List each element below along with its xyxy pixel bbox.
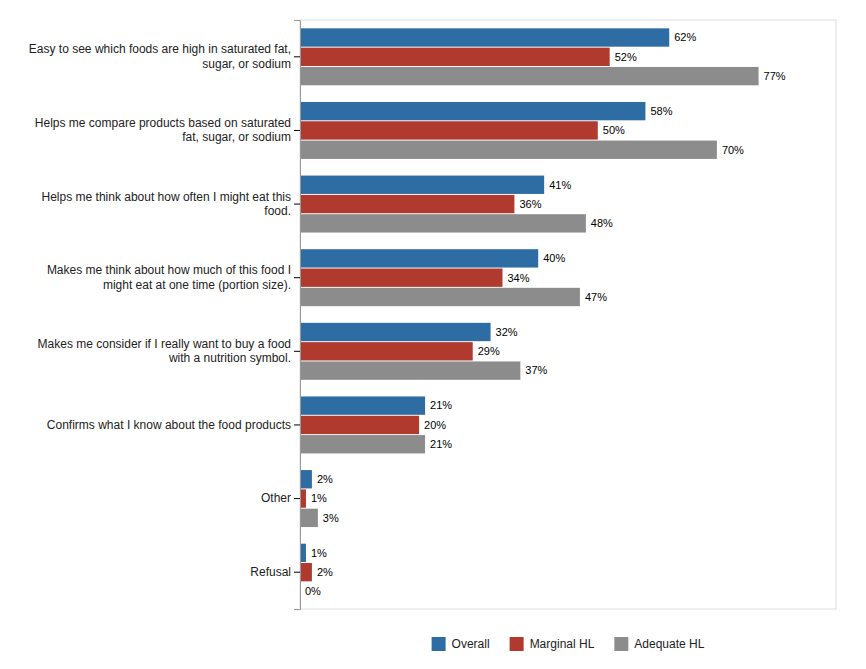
tick-mark	[294, 130, 300, 131]
y-axis: Easy to see which foods are high in satu…	[29, 21, 301, 610]
tick-label-line: Other	[261, 491, 291, 505]
bar	[300, 176, 544, 194]
data-label: 34%	[507, 272, 529, 284]
bar	[300, 269, 502, 287]
plot-frame	[300, 20, 836, 609]
legend-item: Overall	[432, 637, 490, 651]
bar	[300, 288, 580, 306]
tick: Helps me compare products based on satur…	[35, 116, 300, 144]
bar	[300, 102, 645, 120]
tick-label: Helps me compare products based on satur…	[35, 116, 291, 144]
tick-label-line: Helps me compare products based on satur…	[35, 116, 291, 130]
data-label: 3%	[323, 512, 339, 524]
tick-label-line: with a nutrition symbol.	[168, 351, 291, 365]
tick-label: Helps me think about how often I might e…	[42, 190, 291, 218]
tick: Makes me think about how much of this fo…	[47, 263, 300, 291]
bar	[300, 470, 312, 488]
bar	[300, 323, 491, 341]
data-label: 2%	[317, 473, 333, 485]
bar	[300, 435, 425, 453]
data-label: 32%	[496, 326, 518, 338]
data-label: 1%	[311, 547, 327, 559]
tick-mark	[294, 351, 300, 352]
tick-mark	[294, 56, 300, 57]
data-label: 20%	[424, 419, 446, 431]
tick-label: Easy to see which foods are high in satu…	[29, 42, 291, 70]
tick-label-line: Makes me think about how much of this fo…	[47, 263, 291, 277]
legend-label: Marginal HL	[530, 637, 595, 651]
legend-label: Adequate HL	[634, 637, 704, 651]
bar	[300, 67, 759, 85]
tick-label-line: might eat at one time (portion size).	[103, 278, 291, 292]
data-label: 29%	[478, 345, 500, 357]
bar	[300, 28, 669, 46]
tick-label-line: Makes me consider if I really want to bu…	[38, 337, 291, 351]
data-label: 21%	[430, 438, 452, 450]
plot-area: 62% 58% 41% 40% 32% 21% 2% 1% 52% 50% 36% 34% 29% 20%…	[29, 20, 836, 610]
tick-label-line: Confirms what I know about the food prod…	[47, 418, 291, 432]
tick: Other	[261, 491, 300, 505]
legend-label: Overall	[452, 637, 490, 651]
legend-item: Adequate HL	[614, 637, 704, 651]
legend: Overall Marginal HL Adequate HL	[432, 637, 705, 651]
tick-mark	[294, 572, 300, 573]
bar	[300, 416, 419, 434]
tick-label: Refusal	[250, 565, 291, 579]
data-label: 36%	[519, 198, 541, 210]
bars	[300, 28, 759, 581]
tick-mark	[294, 498, 300, 499]
tick-label: Makes me consider if I really want to bu…	[38, 337, 291, 365]
tick-label-line: Easy to see which foods are high in satu…	[29, 42, 291, 56]
bar	[300, 48, 610, 66]
axis-line	[294, 21, 301, 610]
data-label: 77%	[764, 70, 786, 82]
tick-label-line: food.	[264, 204, 291, 218]
data-label: 62%	[674, 31, 696, 43]
legend-item: Marginal HL	[510, 637, 595, 651]
data-label: 47%	[585, 291, 607, 303]
tick: Easy to see which foods are high in satu…	[29, 42, 300, 70]
tick-label-line: Refusal	[250, 565, 291, 579]
data-label: 58%	[650, 105, 672, 117]
data-label: 0%	[305, 585, 321, 597]
data-labels: 62% 58% 41% 40% 32% 21% 2% 1% 52% 50% 36% 34% 29% 20%…	[305, 31, 786, 597]
tick-label: Makes me think about how much of this fo…	[47, 263, 291, 291]
tick-mark	[294, 424, 300, 425]
bar	[300, 214, 586, 232]
tick: Helps me think about how often I might e…	[42, 190, 300, 218]
bar	[300, 563, 312, 581]
tick-label-line: Helps me think about how often I might e…	[42, 190, 291, 204]
bar	[300, 361, 520, 379]
bar	[300, 141, 717, 159]
data-label: 41%	[549, 179, 571, 191]
bar	[300, 342, 473, 360]
data-label: 1%	[311, 492, 327, 504]
tick-label-line: sugar, or sodium	[202, 57, 291, 71]
tick: Refusal	[250, 565, 300, 579]
bar	[300, 121, 598, 139]
tick-mark	[294, 204, 300, 205]
tick-label: Confirms what I know about the food prod…	[47, 418, 291, 432]
tick: Confirms what I know about the food prod…	[47, 418, 300, 432]
tick-label-line: fat, sugar, or sodium	[182, 130, 291, 144]
data-label: 2%	[317, 566, 333, 578]
legend-swatch	[510, 637, 524, 651]
bar	[300, 195, 514, 213]
data-label: 48%	[591, 217, 613, 229]
legend-swatch	[432, 637, 446, 651]
legend-swatch	[614, 637, 628, 651]
chart: 62% 58% 41% 40% 32% 21% 2% 1% 52% 50% 36% 34% 29% 20%…	[0, 0, 866, 669]
tick: Makes me consider if I really want to bu…	[38, 337, 300, 365]
data-label: 52%	[615, 51, 637, 63]
data-label: 70%	[722, 144, 744, 156]
bar	[300, 249, 538, 267]
bar	[300, 509, 318, 527]
data-label: 37%	[525, 364, 547, 376]
tick-label: Other	[261, 491, 291, 505]
data-label: 50%	[603, 124, 625, 136]
tick-mark	[294, 277, 300, 278]
data-label: 21%	[430, 399, 452, 411]
data-label: 40%	[543, 252, 565, 264]
bar	[300, 396, 425, 414]
